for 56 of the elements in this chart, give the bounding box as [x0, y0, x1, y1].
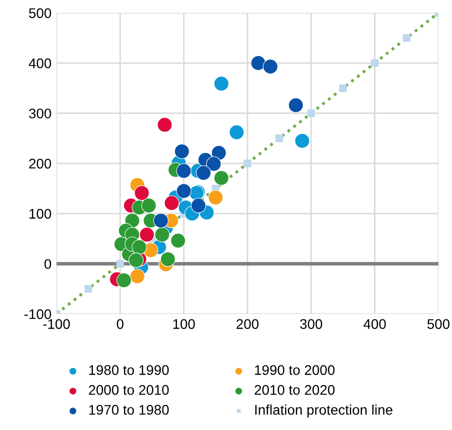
- point: [214, 76, 229, 92]
- point: [164, 195, 180, 211]
- point: [250, 56, 266, 71]
- x-tick-label: 400: [364, 319, 386, 329]
- y-tick-label: -100: [24, 309, 52, 320]
- y-tick-label: 400: [28, 58, 52, 68]
- y-tick-label: 100: [30, 208, 52, 219]
- point: [170, 233, 186, 248]
- point: [244, 160, 252, 168]
- point: [141, 198, 156, 214]
- point: [84, 285, 92, 293]
- point: [275, 134, 284, 142]
- legend-label: 2010 to 2020: [254, 385, 335, 395]
- x-tick-label: -100: [43, 319, 70, 329]
- legend-label: 1990 to 2000: [255, 365, 335, 375]
- point: [206, 156, 222, 172]
- point: [174, 144, 190, 159]
- point: [153, 213, 168, 228]
- legend-label: Inflation protection line: [255, 404, 392, 418]
- point: [229, 124, 244, 140]
- point: [288, 98, 304, 113]
- point: [134, 185, 150, 201]
- point: [157, 117, 172, 132]
- point: [307, 109, 315, 118]
- x-tick-label: 500: [427, 319, 450, 329]
- x-tick-label: 100: [173, 319, 195, 329]
- point: [339, 84, 347, 92]
- point: [208, 190, 224, 206]
- point: [116, 272, 132, 288]
- point: [370, 59, 379, 67]
- point: [294, 133, 310, 148]
- point: [402, 34, 410, 42]
- y-tick-label: 0: [44, 259, 52, 269]
- point: [130, 268, 145, 284]
- y-tick-label: 300: [29, 108, 52, 118]
- point: [154, 227, 170, 242]
- x-tick-label: 0: [116, 319, 124, 329]
- point: [160, 252, 176, 267]
- point: [132, 240, 147, 255]
- point: [128, 252, 144, 268]
- point: [176, 163, 192, 178]
- point: [211, 145, 226, 160]
- y-tick-label: 500: [29, 8, 52, 18]
- x-tick-label: 300: [300, 319, 322, 329]
- legend-label: 2000 to 2010: [88, 385, 169, 395]
- point: [116, 260, 124, 268]
- point: [176, 183, 192, 199]
- point: [196, 165, 212, 180]
- point: [139, 227, 154, 242]
- legend-label: 1980 to 1990: [89, 365, 169, 375]
- point: [190, 198, 206, 214]
- point: [262, 59, 278, 74]
- point: [214, 170, 229, 186]
- x-tick-label: 200: [236, 319, 259, 329]
- legend-label: 1970 to 1980: [89, 404, 169, 415]
- y-tick-label: 200: [29, 158, 52, 169]
